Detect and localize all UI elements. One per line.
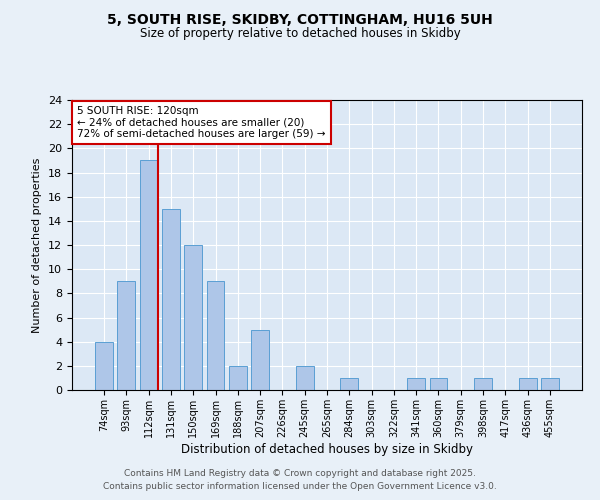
X-axis label: Distribution of detached houses by size in Skidby: Distribution of detached houses by size … xyxy=(181,442,473,456)
Text: 5, SOUTH RISE, SKIDBY, COTTINGHAM, HU16 5UH: 5, SOUTH RISE, SKIDBY, COTTINGHAM, HU16 … xyxy=(107,12,493,26)
Bar xyxy=(518,378,536,390)
Text: Contains HM Land Registry data © Crown copyright and database right 2025.: Contains HM Land Registry data © Crown c… xyxy=(124,468,476,477)
Y-axis label: Number of detached properties: Number of detached properties xyxy=(32,158,43,332)
Bar xyxy=(541,378,559,390)
Bar xyxy=(430,378,448,390)
Bar xyxy=(140,160,158,390)
Bar xyxy=(340,378,358,390)
Bar xyxy=(229,366,247,390)
Bar xyxy=(206,281,224,390)
Text: 5 SOUTH RISE: 120sqm
← 24% of detached houses are smaller (20)
72% of semi-detac: 5 SOUTH RISE: 120sqm ← 24% of detached h… xyxy=(77,106,326,139)
Bar xyxy=(296,366,314,390)
Bar xyxy=(251,330,269,390)
Text: Contains public sector information licensed under the Open Government Licence v3: Contains public sector information licen… xyxy=(103,482,497,491)
Bar xyxy=(95,342,113,390)
Text: Size of property relative to detached houses in Skidby: Size of property relative to detached ho… xyxy=(140,28,460,40)
Bar xyxy=(162,209,180,390)
Bar xyxy=(407,378,425,390)
Bar xyxy=(118,281,136,390)
Bar xyxy=(184,245,202,390)
Bar xyxy=(474,378,492,390)
